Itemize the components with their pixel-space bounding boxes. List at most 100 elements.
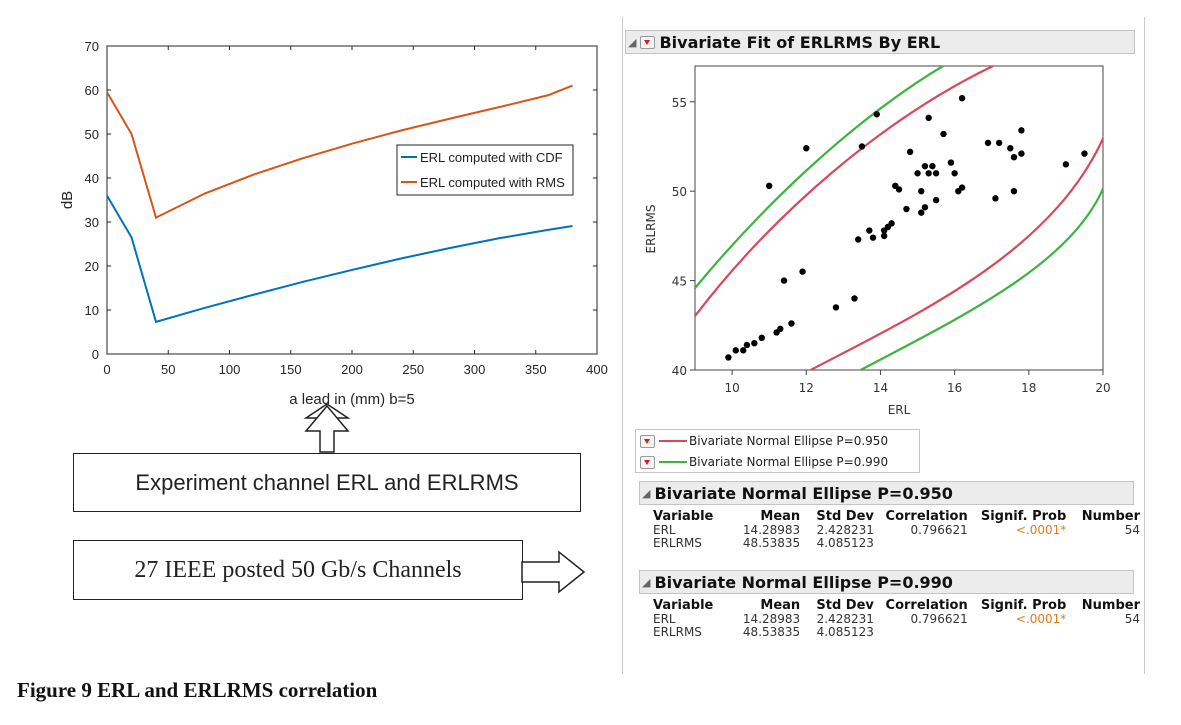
cell: ERL — [653, 523, 676, 537]
scatter-point — [925, 170, 932, 177]
col-signif-prob: Signif. Prob — [980, 509, 1067, 524]
table-row: ERL 14.28983 2.428231 0.796621 <.0001* 5… — [649, 524, 1144, 537]
y-axis-label: dB — [59, 191, 76, 209]
legend-item-990[interactable]: Bivariate Normal Ellipse P=0.990 — [636, 452, 919, 472]
red-triangle-menu-icon[interactable] — [640, 35, 656, 49]
scatter-point — [918, 187, 925, 195]
legend-990-swatch — [659, 461, 687, 463]
legend-990-label: Bivariate Normal Ellipse P=0.990 — [689, 455, 889, 469]
scatter-point — [1010, 187, 1018, 195]
scatter-point — [921, 204, 929, 211]
scatter-point — [1010, 154, 1018, 161]
experiment-channel-text: Experiment channel ERL and ERLRMS — [135, 469, 519, 495]
scatter-point — [743, 341, 751, 349]
col-correlation: Correlation — [885, 598, 968, 613]
scatter-point — [1062, 161, 1070, 168]
scatter-point — [947, 159, 955, 166]
ellipse-950-title: Bivariate Normal Ellipse P=0.950 — [654, 483, 953, 503]
legend-item-950[interactable]: Bivariate Normal Ellipse P=0.950 — [636, 431, 919, 451]
ellipse-950-header[interactable]: ◢ Bivariate Normal Ellipse P=0.950 — [639, 481, 1134, 505]
ellipse-990-table: Variable Mean Std Dev Correlation Signif… — [649, 598, 1144, 639]
scatter-point — [921, 162, 929, 170]
scatter-point — [855, 236, 862, 243]
col-variable: Variable — [653, 598, 714, 613]
scatter-point — [925, 114, 932, 122]
collapse-triangle-icon[interactable]: ◢ — [628, 35, 637, 49]
y-tick-label: 40 — [85, 171, 99, 186]
scatter-point — [751, 339, 758, 347]
y-tick-label: 55 — [672, 96, 687, 110]
ellipse-950-table: Variable Mean Std Dev Correlation Signif… — [649, 509, 1144, 550]
x-axis-label: a lead in (mm) b=5 — [289, 391, 414, 408]
experiment-channel-box: Experiment channel ERL and ERLRMS — [73, 453, 581, 512]
red-triangle-menu-icon[interactable] — [640, 434, 655, 448]
right-arrow-shape — [521, 550, 586, 594]
cell-signif: <.0001* — [1015, 523, 1067, 537]
table-header-row: Variable Mean Std Dev Correlation Signif… — [649, 509, 1144, 524]
ieee-channels-box: 27 IEEE posted 50 Gb/s Channels — [73, 540, 523, 600]
scatter-point — [780, 277, 788, 284]
y-tick-label: 70 — [85, 39, 99, 54]
up-arrow-icon — [303, 403, 351, 419]
legend-950-swatch — [659, 440, 687, 442]
x-tick-label: 12 — [799, 381, 814, 395]
scatter-point — [799, 268, 806, 275]
x-tick-label: 0 — [103, 362, 110, 377]
y-tick-label: 60 — [85, 83, 99, 98]
scatter-point — [1081, 150, 1088, 157]
table-header-row: Variable Mean Std Dev Correlation Signif… — [649, 598, 1144, 613]
y-tick-label: 20 — [85, 259, 99, 274]
cell: 54 — [1124, 612, 1140, 626]
legend-950-label: Bivariate Normal Ellipse P=0.950 — [689, 434, 889, 448]
scatter-point — [788, 320, 795, 327]
cell-signif: <.0001* — [1015, 612, 1067, 626]
scatter-y-label: ERLRMS — [644, 205, 658, 254]
scatter-point — [992, 195, 999, 202]
ellipse-990-title: Bivariate Normal Ellipse P=0.990 — [654, 572, 953, 592]
scatter-point — [777, 325, 784, 333]
ellipse-990-header[interactable]: ◢ Bivariate Normal Ellipse P=0.990 — [639, 570, 1134, 594]
scatter-point — [851, 295, 858, 302]
scatter-point — [888, 220, 895, 227]
y-tick-label: 0 — [92, 347, 99, 362]
legend-cdf-label: ERL computed with CDF — [420, 150, 563, 165]
col-number: Number — [1081, 509, 1140, 524]
scatter-x-label: ERL — [888, 403, 911, 417]
x-tick-label: 18 — [1021, 381, 1036, 395]
bivariate-fit-header[interactable]: ◢ Bivariate Fit of ERLRMS By ERL — [625, 30, 1135, 54]
y-tick-label: 50 — [672, 185, 687, 199]
x-tick-label: 16 — [947, 381, 962, 395]
y-tick-label: 45 — [672, 275, 687, 289]
table-row: ERLRMS 48.53835 4.085123 — [649, 626, 1144, 639]
scatter-point — [866, 227, 873, 234]
cell: 4.085123 — [816, 536, 874, 550]
scatter-point — [732, 347, 739, 354]
scatter-point — [995, 139, 1003, 147]
scatter-point — [940, 130, 947, 138]
scatter-point — [765, 182, 773, 190]
ellipse-950-lower — [808, 135, 1103, 370]
scatter-point — [803, 145, 810, 152]
collapse-triangle-icon[interactable]: ◢ — [642, 486, 651, 500]
ieee-channels-text: 27 IEEE posted 50 Gb/s Channels — [134, 556, 462, 583]
x-tick-label: 300 — [464, 362, 486, 377]
plot-area — [106, 45, 598, 355]
scatter-point — [958, 94, 966, 102]
bivariate-fit-title: Bivariate Fit of ERLRMS By ERL — [659, 32, 941, 52]
bivariate-scatter-plot: 10 12 14 16 18 20 40 45 50 55 ERLRMS ERL — [644, 65, 1111, 417]
col-variable: Variable — [653, 509, 714, 524]
col-mean: Mean — [760, 509, 801, 524]
ellipse-950-upper — [695, 66, 994, 317]
y-tick-label: 30 — [85, 215, 99, 230]
red-triangle-menu-icon[interactable] — [640, 455, 655, 469]
x-tick-label: 14 — [873, 381, 888, 395]
x-tick-label: 50 — [161, 362, 175, 377]
scatter-point — [858, 143, 866, 150]
cell: 48.53835 — [742, 625, 801, 639]
collapse-triangle-icon[interactable]: ◢ — [642, 575, 651, 589]
x-tick-label: 20 — [1095, 381, 1110, 395]
ellipse-legend: Bivariate Normal Ellipse P=0.950 Bivaria… — [635, 429, 920, 473]
scatter-point — [958, 184, 966, 191]
jmp-report-panel: ◢ Bivariate Fit of ERLRMS By ERL 10 12 14 1… — [622, 17, 1145, 674]
x-tick-label: 150 — [280, 362, 302, 377]
